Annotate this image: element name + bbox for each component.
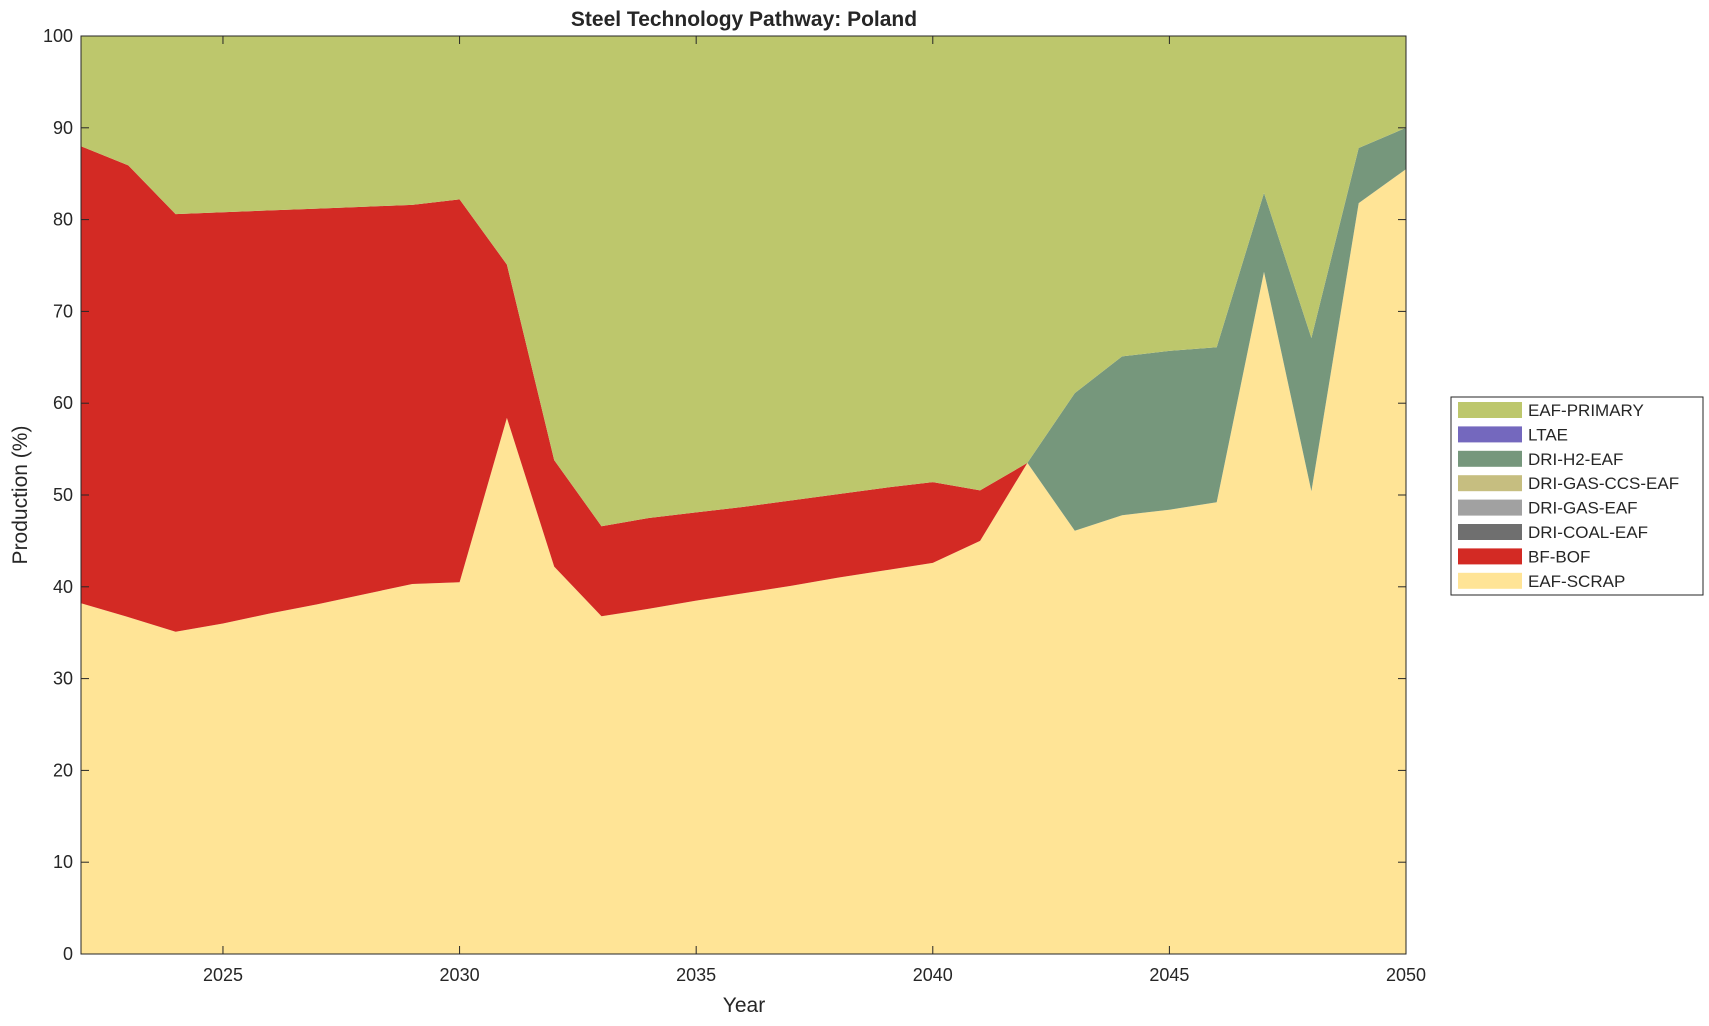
legend-label-ltae: LTAE bbox=[1528, 425, 1568, 444]
y-tick-label: 50 bbox=[53, 485, 73, 505]
legend-swatch-eaf-primary bbox=[1458, 402, 1522, 418]
x-tick-label: 2045 bbox=[1149, 965, 1189, 985]
x-tick-label: 2030 bbox=[440, 965, 480, 985]
legend-label-dri-h2-eaf: DRI-H2-EAF bbox=[1528, 450, 1623, 469]
y-axis-label: Production (%) bbox=[9, 426, 32, 565]
area-eaf-primary bbox=[81, 36, 1406, 527]
area-eaf-scrap bbox=[81, 169, 1406, 955]
y-tick-label: 90 bbox=[53, 118, 73, 138]
chart-title: Steel Technology Pathway: Poland bbox=[571, 8, 917, 31]
legend: EAF-PRIMARY LTAE DRI-H2-EAF DRI-GAS-CCS-EAF… bbox=[1450, 396, 1704, 596]
legend-swatch-eaf-scrap bbox=[1458, 572, 1522, 589]
legend-swatch-bf-bof bbox=[1458, 548, 1522, 565]
legend-swatch-dri-gas-eaf bbox=[1458, 499, 1522, 516]
y-tick-label: 0 bbox=[63, 944, 73, 964]
legend-swatch-dri-gas-ccs-eaf bbox=[1458, 475, 1522, 492]
legend-swatch-ltae bbox=[1458, 426, 1522, 443]
x-tick-label: 2040 bbox=[913, 965, 953, 985]
y-tick-label: 30 bbox=[53, 669, 73, 689]
y-tick-label: 60 bbox=[53, 393, 73, 413]
legend-label-eaf-scrap: EAF-SCRAP bbox=[1528, 572, 1625, 591]
legend-label-bf-bof: BF-BOF bbox=[1528, 547, 1590, 566]
y-tick-label: 70 bbox=[53, 301, 73, 321]
legend-label-dri-gas-eaf: DRI-GAS-EAF bbox=[1528, 499, 1638, 518]
legend-swatch-dri-coal-eaf bbox=[1458, 524, 1522, 540]
x-tick-label: 2050 bbox=[1386, 965, 1426, 985]
y-tick-label: 10 bbox=[53, 852, 73, 872]
legend-label-dri-gas-ccs-eaf: DRI-GAS-CCS-EAF bbox=[1528, 474, 1679, 493]
legend-items: EAF-PRIMARY LTAE DRI-H2-EAF DRI-GAS-CCS-EAF… bbox=[1458, 401, 1679, 591]
x-tick-label: 2025 bbox=[203, 965, 243, 985]
y-tick-label: 20 bbox=[53, 760, 73, 780]
y-tick-label: 80 bbox=[53, 210, 73, 230]
x-tick-label: 2035 bbox=[676, 965, 716, 985]
area-series-group bbox=[81, 36, 1406, 955]
area-bf-bof bbox=[81, 146, 1406, 632]
legend-label-eaf-primary: EAF-PRIMARY bbox=[1528, 401, 1644, 420]
y-tick-label: 40 bbox=[53, 577, 73, 597]
area-dri-h2-eaf bbox=[81, 127, 1406, 531]
legend-swatch-dri-h2-eaf bbox=[1458, 450, 1522, 467]
legend-label-dri-coal-eaf: DRI-COAL-EAF bbox=[1528, 523, 1648, 542]
y-tick-label: 100 bbox=[43, 26, 73, 46]
x-axis-label: Year bbox=[723, 994, 765, 1017]
